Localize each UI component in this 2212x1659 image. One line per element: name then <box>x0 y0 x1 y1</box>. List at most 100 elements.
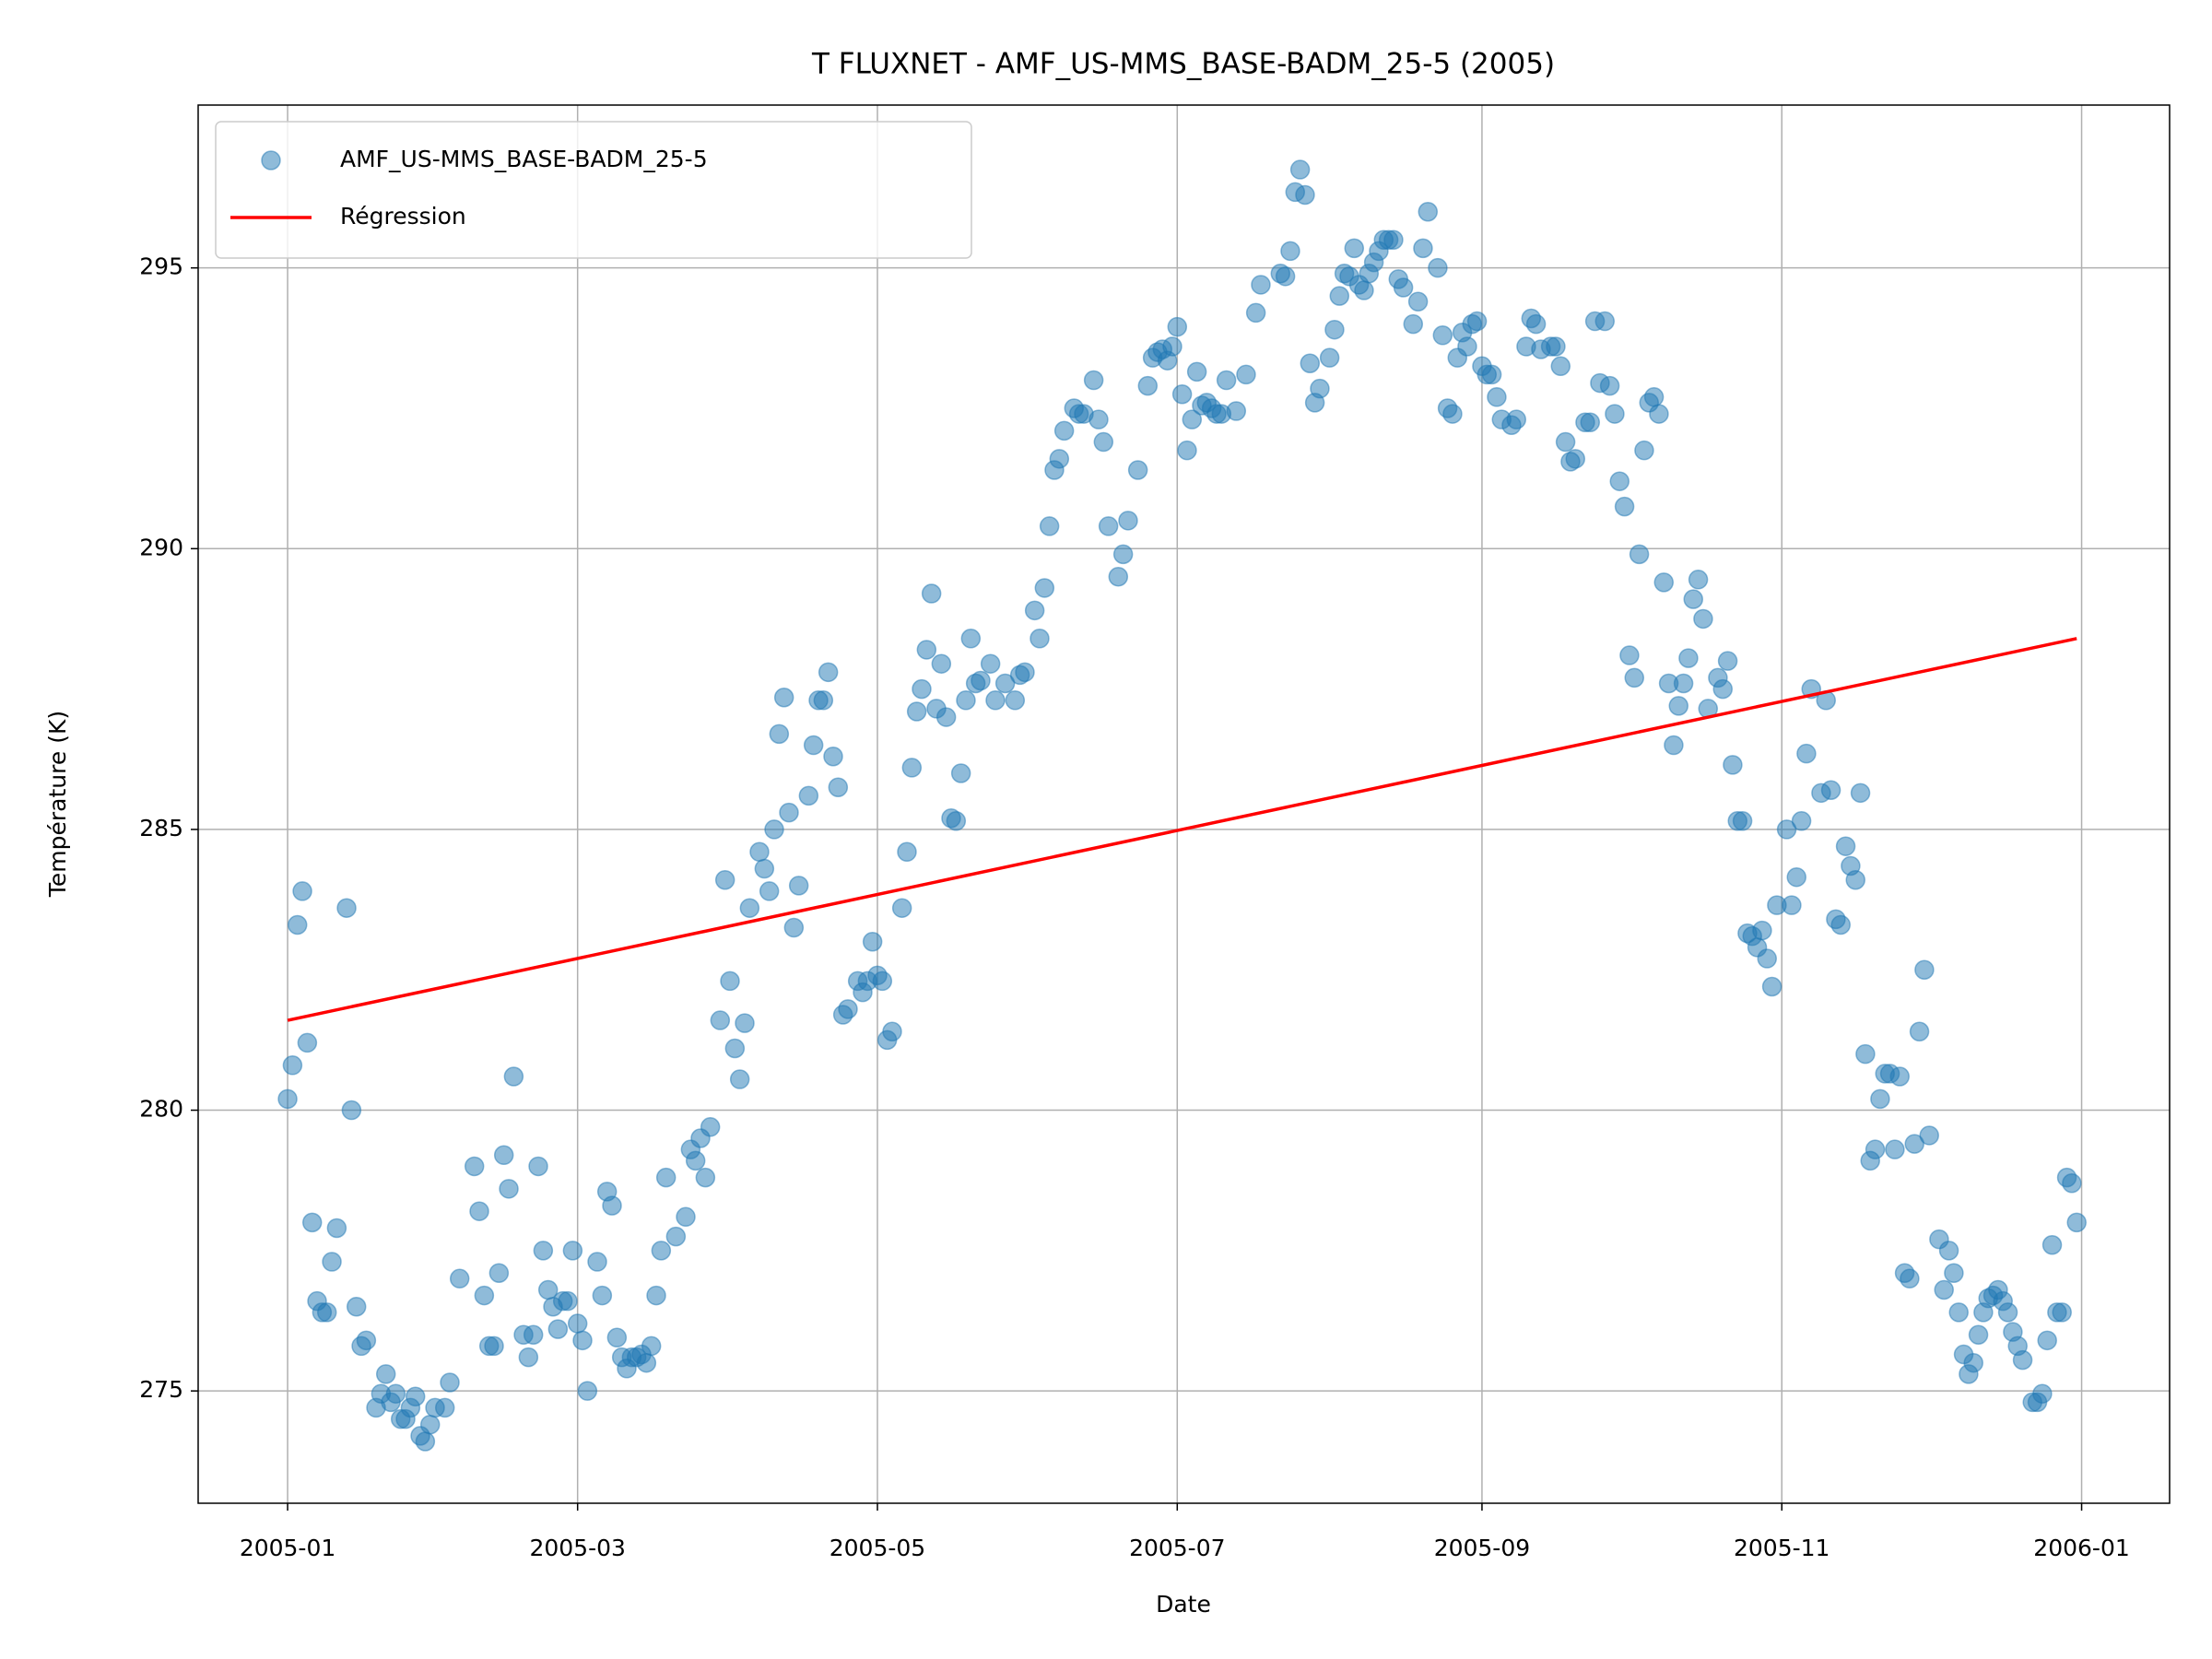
data-point <box>533 1241 554 1261</box>
data-point <box>1030 629 1050 649</box>
data-point <box>1295 184 1315 206</box>
data-point <box>901 758 923 778</box>
y-tick-label: 295 <box>139 253 183 280</box>
data-point <box>655 1167 677 1188</box>
data-point <box>1693 608 1713 629</box>
data-point <box>1039 516 1060 536</box>
data-point <box>1688 570 1709 590</box>
x-tick-label: 2005-03 <box>529 1535 625 1561</box>
data-point <box>1678 648 1699 668</box>
data-point <box>946 811 967 831</box>
data-point <box>735 1013 755 1033</box>
data-point <box>1186 361 1207 382</box>
data-point <box>1108 567 1129 587</box>
data-point <box>385 1383 406 1404</box>
data-point <box>960 629 982 649</box>
data-point <box>1904 1134 1924 1154</box>
data-point <box>1034 578 1055 598</box>
legend-marker <box>261 150 281 171</box>
data-point <box>1442 404 1463 424</box>
data-point <box>1506 409 1527 429</box>
data-point <box>518 1347 539 1368</box>
data-point <box>1963 1352 1983 1373</box>
data-point <box>1049 449 1070 469</box>
data-point <box>1717 651 1738 671</box>
data-point <box>488 1263 510 1283</box>
data-point <box>1865 1139 1886 1159</box>
data-point <box>1900 1268 1920 1289</box>
data-point <box>1673 673 1694 694</box>
data-point <box>499 1179 519 1199</box>
data-point <box>1830 914 1851 935</box>
data-point <box>1885 1139 1905 1159</box>
data-point <box>587 1252 607 1272</box>
data-point <box>1354 280 1374 300</box>
data-point <box>1609 471 1630 491</box>
data-point <box>1870 1088 1890 1110</box>
y-axis-label: Température (K) <box>44 711 71 898</box>
data-point <box>449 1268 470 1289</box>
data-point <box>1605 404 1625 424</box>
data-point <box>1275 266 1296 287</box>
data-point <box>685 1150 706 1171</box>
data-point <box>523 1324 544 1345</box>
data-point <box>1845 869 1865 890</box>
data-point <box>818 662 839 683</box>
data-point <box>2032 1383 2053 1404</box>
data-point <box>1171 384 1193 405</box>
data-point <box>1167 316 1188 337</box>
data-point <box>1624 667 1645 688</box>
data-point <box>749 841 770 863</box>
data-point <box>297 1032 318 1053</box>
data-point <box>316 1302 337 1323</box>
data-point <box>1796 743 1817 764</box>
data-point <box>1300 353 1321 373</box>
x-tick-label: 2005-01 <box>240 1535 335 1561</box>
data-point <box>572 1330 593 1351</box>
data-point <box>1732 811 1753 831</box>
data-point <box>862 932 883 952</box>
data-point <box>1112 544 1134 565</box>
data-point <box>985 690 1006 711</box>
data-point <box>641 1335 662 1357</box>
data-point <box>1310 378 1330 399</box>
data-point <box>872 971 893 992</box>
data-point <box>1487 387 1507 407</box>
data-point <box>1177 440 1197 461</box>
data-point <box>769 724 790 745</box>
data-point <box>1550 356 1571 377</box>
data-point <box>838 999 858 1019</box>
data-point <box>788 876 809 896</box>
data-point <box>779 802 799 823</box>
data-point <box>1418 202 1439 222</box>
data-point <box>2012 1349 2033 1371</box>
data-point <box>1413 238 1433 259</box>
data-point <box>1324 319 1345 340</box>
data-point <box>1245 302 1266 324</box>
data-point <box>440 1372 460 1393</box>
data-point <box>1629 544 1650 565</box>
data-point <box>1782 895 1802 915</box>
data-point <box>1948 1302 1969 1323</box>
data-point <box>322 1252 342 1272</box>
data-point <box>301 1212 323 1233</box>
data-point <box>921 583 942 604</box>
data-point <box>636 1352 657 1373</box>
data-point <box>754 858 775 879</box>
data-point <box>326 1218 347 1239</box>
data-point <box>646 1285 666 1306</box>
y-tick-label: 275 <box>139 1376 183 1403</box>
x-axis-label: Date <box>1156 1591 1211 1618</box>
plot-area <box>277 159 2087 1452</box>
data-point <box>1251 275 1271 295</box>
data-point <box>1088 409 1109 429</box>
legend-label: AMF_US-MMS_BASE-BADM_25-5 <box>340 146 708 172</box>
data-point <box>1664 735 1684 756</box>
data-point <box>528 1156 548 1177</box>
data-point <box>1005 690 1026 711</box>
legend-box <box>215 121 972 259</box>
data-point <box>1580 412 1601 432</box>
data-point <box>1481 364 1502 385</box>
